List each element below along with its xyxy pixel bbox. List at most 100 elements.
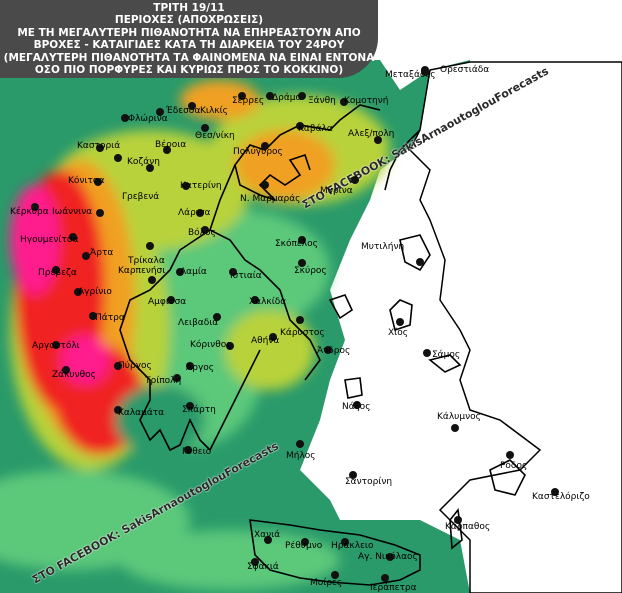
city-dot bbox=[386, 553, 394, 561]
city-dot bbox=[381, 574, 389, 582]
city-dot bbox=[351, 176, 359, 184]
city-label: Ν. Μαρμαράς bbox=[240, 194, 301, 204]
city-dot bbox=[62, 366, 70, 374]
city-label: Αγρίνιο bbox=[78, 287, 112, 297]
city-dot bbox=[114, 154, 122, 162]
city-dot bbox=[89, 312, 97, 320]
city-label: Κόρινθος bbox=[190, 340, 232, 350]
city-dot bbox=[353, 401, 361, 409]
city-label: Μεταξάδες bbox=[385, 70, 436, 80]
city-dot bbox=[298, 236, 306, 244]
city-dot bbox=[146, 242, 154, 250]
city-label: Μυτιλήνη bbox=[361, 242, 405, 252]
city-dot bbox=[331, 571, 339, 579]
city-label: Φλώρινα bbox=[128, 114, 168, 124]
city-dot bbox=[551, 488, 559, 496]
title-line-6: ΟΣΟ ΠΙΟ ΠΟΡΦΥΡΕΣ ΚΑΙ ΚΥΡΙΩΣ ΠΡΟΣ ΤΟ ΚΟΚΚ… bbox=[34, 64, 344, 77]
city-dot bbox=[251, 558, 259, 566]
city-label: Κάρπαθος bbox=[445, 522, 491, 532]
city-dot bbox=[340, 98, 348, 106]
city-label: Σάμος bbox=[432, 350, 461, 360]
city-label: Πάτρα bbox=[95, 313, 125, 323]
city-label: Χίος bbox=[388, 328, 408, 338]
city-dot bbox=[296, 316, 304, 324]
city-label: Κοζάνη bbox=[127, 157, 160, 167]
city-label: Άργος bbox=[186, 363, 215, 373]
city-label: Κέρκυρα bbox=[10, 207, 49, 217]
city-dot bbox=[324, 346, 332, 354]
city-dot bbox=[121, 114, 129, 122]
city-label: Πύργος bbox=[118, 361, 152, 371]
city-label: Άρτα bbox=[90, 248, 114, 258]
city-dot bbox=[201, 124, 209, 132]
city-dot bbox=[74, 288, 82, 296]
city-dot bbox=[421, 68, 429, 76]
city-dot bbox=[167, 296, 175, 304]
city-dot bbox=[264, 536, 272, 544]
city-label: Πρέβεζα bbox=[38, 268, 77, 278]
city-label: Κάλυμνος bbox=[437, 412, 481, 422]
city-dot bbox=[176, 268, 184, 276]
city-label: Κομοτηνή bbox=[344, 96, 389, 106]
city-label: Καστοριά bbox=[77, 141, 121, 151]
city-label: Ξάνθη bbox=[308, 96, 336, 106]
city-label: Ρέθυμνο bbox=[285, 541, 323, 551]
turkey-land bbox=[409, 61, 622, 593]
city-dot bbox=[226, 342, 234, 350]
city-dot bbox=[96, 209, 104, 217]
city-label: Αθήνα bbox=[251, 336, 280, 346]
title-line-3: ΜΕ ΤΗ ΜΕΓΑΛΥΤΕΡΗ ΠΙΘΑΝΟΤΗΤΑ ΝΑ ΕΠΗΡΕΑΣΤΟ… bbox=[17, 26, 361, 39]
city-dot bbox=[396, 318, 404, 326]
city-dot bbox=[238, 92, 246, 100]
city-dot bbox=[69, 233, 77, 241]
city-dot bbox=[251, 296, 259, 304]
city-label: Βέροια bbox=[155, 140, 187, 150]
city-label: Ηγουμενίτσα bbox=[20, 235, 79, 245]
city-label: Έδεσσα bbox=[166, 106, 201, 116]
city-dot bbox=[423, 349, 431, 357]
city-label: Μύρινα bbox=[320, 186, 353, 196]
city-dot bbox=[296, 440, 304, 448]
city-dot bbox=[229, 268, 237, 276]
city-label: Μήλος bbox=[286, 451, 316, 461]
city-label: Γρεβενά bbox=[122, 192, 160, 202]
city-label: Καρπενήσι bbox=[118, 266, 166, 276]
city-dot bbox=[454, 516, 462, 524]
city-dot bbox=[349, 471, 357, 479]
city-dot bbox=[156, 108, 164, 116]
city-label: Κάρυστος bbox=[280, 328, 325, 338]
city-label: Σκόπελος bbox=[275, 239, 318, 249]
city-dot bbox=[52, 266, 60, 274]
city-dot bbox=[451, 424, 459, 432]
city-label: Χανιά bbox=[254, 530, 281, 540]
city-dot bbox=[163, 146, 171, 154]
title-banner: ΤΡΙΤΗ 19/11 ΠΕΡΙΟΧΕΣ (ΑΠΟΧΡΩΣΕΙΣ) ΜΕ ΤΗ … bbox=[0, 0, 378, 78]
city-label: Κατερίνη bbox=[180, 181, 222, 191]
city-dot bbox=[96, 144, 104, 152]
city-label: Κιλκίς bbox=[200, 106, 228, 116]
city-dot bbox=[114, 362, 122, 370]
city-label: Αλεξ/πολη bbox=[348, 129, 395, 139]
city-label: Αγ. Νικόλαος bbox=[358, 552, 418, 562]
city-dot bbox=[261, 142, 269, 150]
city-dot bbox=[82, 252, 90, 260]
city-label: Ιεράπετρα bbox=[370, 583, 417, 593]
city-dot bbox=[186, 362, 194, 370]
city-dot bbox=[148, 276, 156, 284]
city-dot bbox=[341, 538, 349, 546]
city-label: Καβάλα bbox=[298, 124, 333, 134]
city-label: Λειβαδιά bbox=[178, 318, 219, 328]
city-dot bbox=[506, 451, 514, 459]
city-label: Θεσ/νίκη bbox=[195, 131, 235, 141]
title-date: ΤΡΙΤΗ 19/11 bbox=[153, 2, 225, 14]
city-label: Σφακιά bbox=[247, 562, 279, 572]
city-label: Σπάρτη bbox=[182, 405, 216, 415]
title-line-2: ΠΕΡΙΟΧΕΣ (ΑΠΟΧΡΩΣΕΙΣ) bbox=[114, 14, 264, 27]
city-dot bbox=[261, 181, 269, 189]
city-label: Τρίκαλα bbox=[128, 256, 165, 266]
city-label: Σέρρες bbox=[232, 96, 265, 106]
city-label: Καστελόριζο bbox=[532, 492, 590, 502]
city-dot bbox=[374, 136, 382, 144]
city-dot bbox=[52, 341, 60, 349]
